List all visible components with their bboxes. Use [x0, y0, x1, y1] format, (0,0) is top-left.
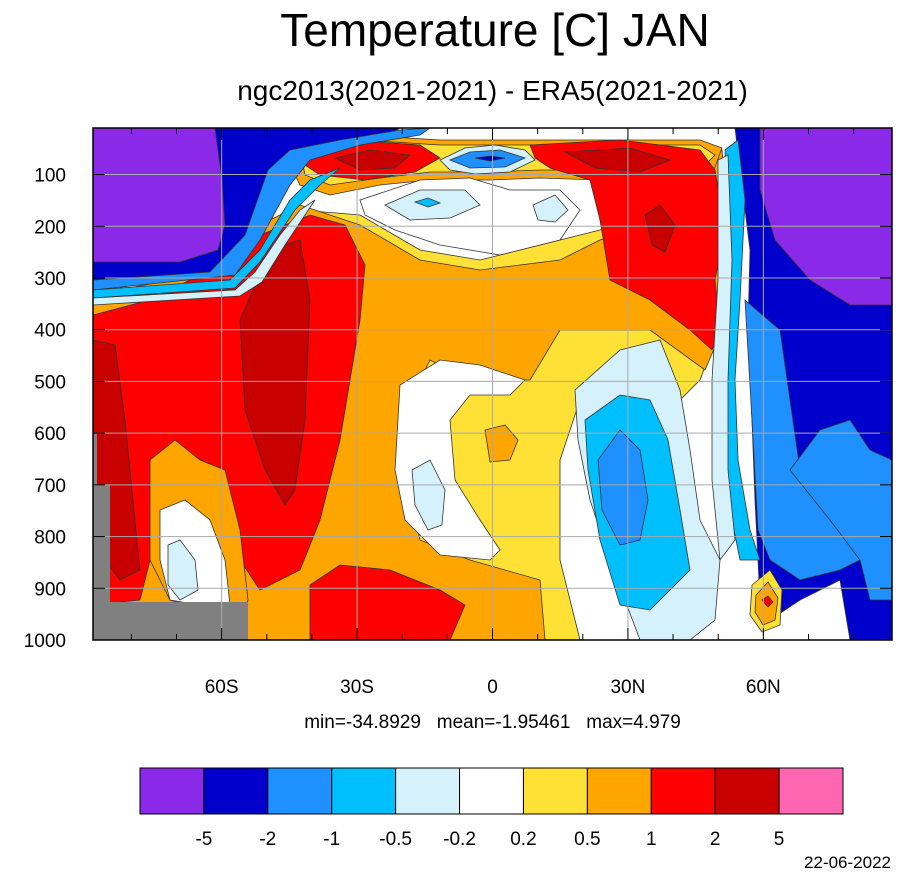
- band-purple-np: [759, 128, 892, 306]
- band-lightblue-sp: [93, 199, 316, 306]
- colorbar-label: 0.5: [574, 829, 600, 850]
- colorbar-swatch: [522, 767, 588, 815]
- colorbar-label: 5: [774, 829, 785, 850]
- colorbar-swatch: [267, 767, 333, 815]
- y-tick-label: 300: [34, 269, 66, 290]
- band-purple-sp: [93, 128, 226, 263]
- band-cyan-sp: [93, 167, 341, 299]
- chart-title: Temperature [C] JAN: [280, 4, 710, 56]
- band-red-bottom: [309, 564, 466, 640]
- x-tick-label: 60N: [746, 677, 781, 698]
- y-tick-label: 200: [34, 217, 66, 238]
- y-tick-label: 600: [34, 424, 66, 445]
- band-darkblue-eq: [474, 155, 506, 162]
- colorbar-label: -0.2: [443, 829, 476, 850]
- band-blue-spot: [413, 197, 442, 208]
- missing-data: [93, 433, 248, 640]
- colorbar-swatch: [650, 767, 716, 815]
- colorbar-labels: -5 -2 -1 -0.5 -0.2 0.2 0.5 1 2 5: [195, 829, 784, 850]
- y-tick-label: 100: [34, 166, 66, 187]
- colorbar-swatch: [778, 767, 844, 815]
- band-darkred-tropo-left: [333, 149, 411, 171]
- colorbar-label: -1: [323, 829, 340, 850]
- chart-subtitle: ngc2013(2021-2021) - ERA5(2021-2021): [237, 75, 748, 106]
- y-tick-label: 500: [34, 372, 66, 393]
- x-tick-label: 30N: [610, 677, 645, 698]
- date-stamp: 22-06-2022: [804, 853, 891, 872]
- band-orange-center: [484, 424, 519, 463]
- y-tick-label: 900: [34, 579, 66, 600]
- colorbar-label: -5: [195, 829, 212, 850]
- colorbar-swatch: [395, 767, 461, 815]
- colorbar-swatch: [586, 767, 652, 815]
- stats-line: min=-34.8929 mean=-1.95461 max=4.979: [304, 712, 681, 733]
- y-tick-label: 400: [34, 321, 66, 342]
- colorbar-label: -0.5: [379, 829, 412, 850]
- band-lightblue-tropo2: [532, 194, 569, 223]
- colorbar-label: 0.2: [510, 829, 536, 850]
- y-tick-label: 700: [34, 476, 66, 497]
- colorbar-swatch: [139, 767, 205, 815]
- band-blue-sp: [93, 128, 431, 291]
- band-red-hot: [761, 595, 774, 608]
- grid: [93, 128, 892, 640]
- colorbar-swatch: [331, 767, 397, 815]
- colorbar: [139, 767, 844, 815]
- ticks: [93, 128, 892, 641]
- colorbar-label: 2: [710, 829, 721, 850]
- colorbar-swatch: [459, 767, 524, 815]
- x-tick-label: 30S: [340, 677, 374, 698]
- colorbar-label: -2: [259, 829, 276, 850]
- colorbar-swatch: [714, 767, 780, 815]
- y-tick-labels: 100 200 300 400 500 600 700 800 900 1000: [24, 166, 66, 652]
- x-tick-labels: 60S 30S 0 30N 60N: [205, 677, 781, 698]
- y-tick-label: 1000: [24, 631, 66, 652]
- band-darkred-spot: [644, 204, 676, 253]
- x-tick-label: 60S: [205, 677, 239, 698]
- band-lightblue-center: [411, 459, 446, 531]
- band-lightblue-np: [711, 154, 736, 562]
- x-tick-label: 0: [487, 677, 498, 698]
- band-blue-np2: [789, 419, 892, 601]
- band-lightblue-sw: [167, 539, 199, 601]
- colorbar-label: 1: [646, 829, 657, 850]
- contour-field: [93, 128, 892, 640]
- y-tick-label: 800: [34, 528, 66, 549]
- band-darkred-tropo-right: [563, 147, 672, 173]
- colorbar-swatch: [203, 767, 269, 815]
